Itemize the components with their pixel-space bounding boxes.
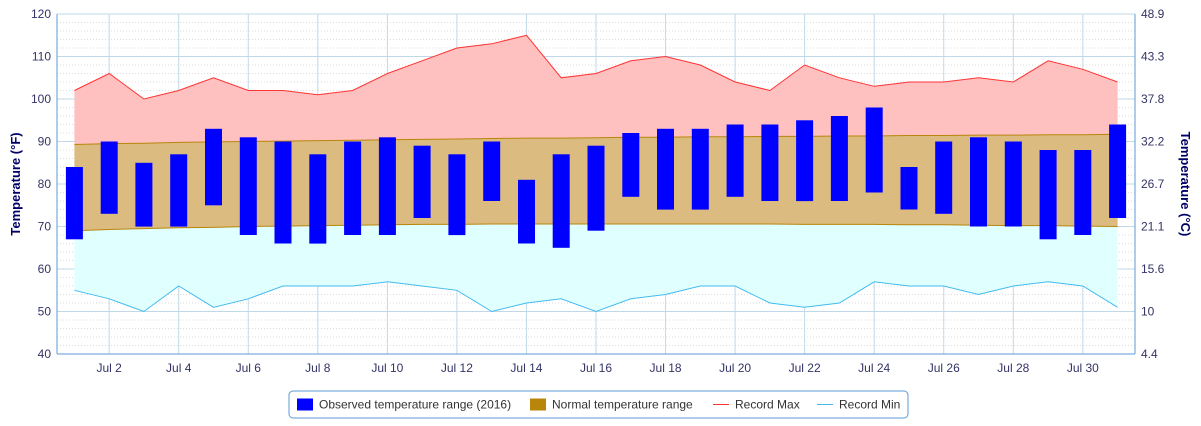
- observed-range-bar: [587, 145, 605, 231]
- y-tick-label-left: 80: [38, 177, 52, 191]
- observed-range-bar: [935, 141, 953, 214]
- legend-label: Record Min: [839, 398, 900, 412]
- observed-range-bar: [309, 154, 327, 244]
- observed-range-bar: [344, 141, 362, 235]
- observed-range-bar: [100, 141, 118, 214]
- x-tick-label: Jul 22: [789, 361, 821, 375]
- observed-range-bar: [1039, 150, 1057, 240]
- observed-range-bar: [900, 167, 918, 210]
- x-tick-label: Jul 2: [96, 361, 122, 375]
- observed-range-bar: [865, 107, 883, 193]
- legend: Observed temperature range (2016) Normal …: [288, 390, 909, 419]
- y-tick-label-left: 60: [38, 262, 52, 276]
- y-tick-label-right: 10: [1141, 305, 1155, 319]
- observed-range-bar: [274, 141, 292, 244]
- y-tick-label-right: 26.7: [1141, 177, 1165, 191]
- y-tick-label-right: 4.4: [1141, 347, 1158, 361]
- observed-range-bar: [518, 179, 535, 244]
- observed-range-bar: [796, 120, 814, 202]
- x-tick-label: Jul 8: [305, 361, 331, 375]
- x-tick-label: Jul 20: [719, 361, 751, 375]
- observed-range-bar: [726, 124, 744, 197]
- x-tick-label: Jul 6: [236, 361, 262, 375]
- observed-range-bar: [1074, 150, 1092, 235]
- record-max-line: [74, 34, 1118, 100]
- y-tick-label-left: 120: [31, 7, 51, 21]
- legend-label: Record Max: [735, 398, 800, 412]
- y-axis-title-left: Temperature (°F): [8, 132, 23, 235]
- y-tick-label-left: 90: [38, 135, 52, 149]
- y-tick-label-left: 40: [38, 347, 52, 361]
- observed-range-bar: [413, 145, 431, 218]
- x-tick-label: Jul 28: [997, 361, 1029, 375]
- observed-range-bar: [830, 116, 848, 201]
- y-tick-label-right: 37.8: [1141, 92, 1165, 106]
- x-tick-label: Jul 14: [510, 361, 542, 375]
- legend-label: Normal temperature range: [552, 398, 693, 412]
- x-tick-label: Jul 26: [928, 361, 960, 375]
- x-tick-label: Jul 24: [858, 361, 890, 375]
- y-tick-label-right: 48.9: [1141, 7, 1165, 21]
- x-tick-label: Jul 12: [441, 361, 473, 375]
- x-tick-label: Jul 4: [166, 361, 192, 375]
- y-tick-label-left: 100: [31, 92, 51, 106]
- observed-range-bar: [1109, 124, 1127, 218]
- y-tick-label-left: 70: [38, 220, 52, 234]
- x-tick-label: Jul 16: [580, 361, 612, 375]
- x-tick-label: Jul 30: [1067, 361, 1099, 375]
- y-tick-label-right: 43.3: [1141, 50, 1165, 64]
- legend-label: Observed temperature range (2016): [319, 398, 511, 412]
- observed-range-bars: [65, 107, 1127, 248]
- observed-range-bar: [552, 154, 570, 248]
- observed-range-bar: [622, 133, 640, 197]
- record-min-line: [74, 281, 1118, 313]
- observed-range-bar: [657, 128, 674, 210]
- observed-range-bar: [135, 162, 153, 227]
- observed-range-bar: [1004, 141, 1022, 227]
- legend-box: [288, 390, 909, 419]
- observed-range-bar: [65, 167, 83, 240]
- observed-range-bar: [239, 137, 257, 235]
- observed-range-bar: [483, 141, 501, 201]
- record-min-band: [74, 224, 1118, 312]
- observed-range-bar: [205, 128, 222, 206]
- y-tick-label-right: 32.2: [1141, 135, 1165, 149]
- legend-swatch: [530, 398, 546, 411]
- y-tick-label-right: 21.1: [1141, 220, 1165, 234]
- legend-swatch: [297, 398, 313, 411]
- observed-range-bar: [170, 154, 188, 227]
- observed-range-bar: [691, 128, 709, 210]
- x-tick-label: Jul 10: [371, 361, 403, 375]
- x-tick-label: Jul 18: [650, 361, 682, 375]
- y-tick-label-left: 110: [32, 50, 51, 64]
- observed-range-bar: [448, 154, 466, 236]
- observed-range-bar: [378, 137, 396, 235]
- observed-range-bar: [970, 137, 987, 227]
- observed-range-bar: [761, 124, 779, 201]
- y-tick-label-left: 50: [38, 305, 52, 319]
- axes-layer: 40 50 60 70 80 90 100 110 120 4.4 10 15.6 21.1 26.7 32…: [31, 7, 1165, 375]
- y-tick-label-right: 15.6: [1141, 262, 1165, 276]
- y-axis-title-right: Temperature (°C): [1178, 132, 1193, 237]
- record-max-band: [74, 35, 1118, 145]
